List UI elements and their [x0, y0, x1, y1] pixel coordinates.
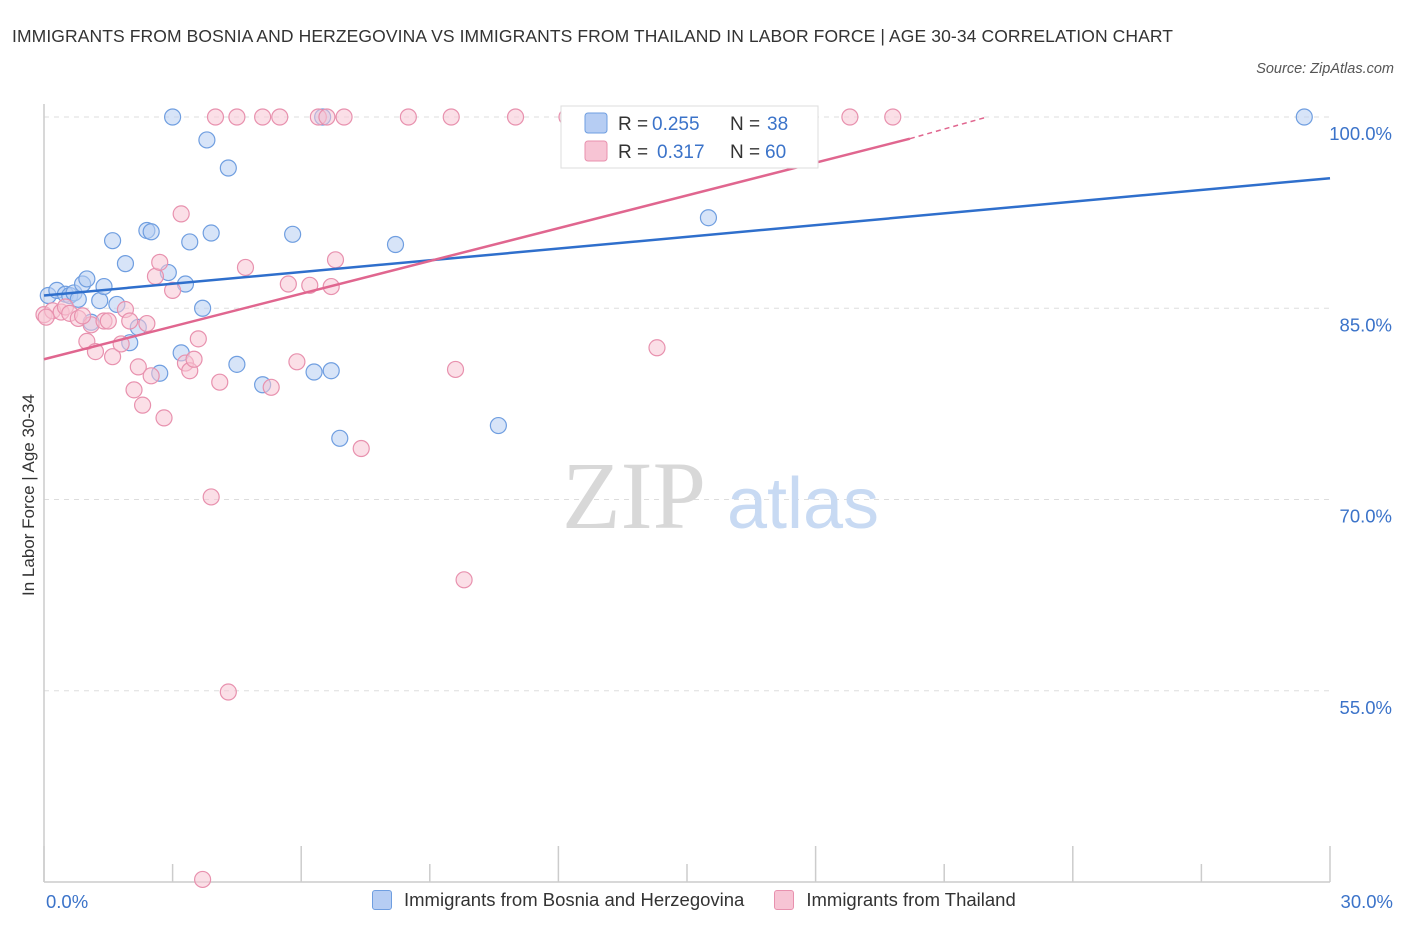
stats-thailand-n-label: N =	[730, 142, 760, 163]
bosnia-point-37	[699, 209, 718, 227]
stats-thailand-n-value: 60	[765, 142, 786, 163]
bosnia-trend-line	[43, 176, 1331, 297]
bosnia-point-31	[305, 363, 323, 381]
thailand-point-32	[211, 373, 229, 391]
legend-thailand-label: Immigrants from Thailand	[806, 889, 1016, 910]
bosnia-point-13	[116, 255, 135, 273]
bosnia-point-10	[95, 277, 113, 296]
stats-bosnia-r-label: R =	[618, 114, 648, 135]
thailand-point-35	[236, 258, 255, 277]
watermark-zip: ZIP	[562, 442, 706, 549]
thailand-point-17	[133, 396, 152, 414]
stats-bosnia-r-value: 0.255	[652, 114, 700, 135]
thailand-point-16	[129, 358, 147, 376]
bosnia-point-7	[78, 270, 96, 288]
stats-bosnia-n-label: N =	[730, 114, 760, 135]
thailand-point-54	[648, 339, 666, 357]
chart-legend: Immigrants from Bosnia and Herzegovina I…	[372, 889, 1046, 911]
bosnia-point-36	[489, 416, 507, 435]
thailand-point-47	[352, 439, 370, 458]
stats-bosnia-n-value: 38	[767, 114, 788, 135]
y-tick-label-2: 70.0%	[1340, 506, 1392, 527]
thailand-point-31	[206, 108, 225, 126]
bosnia-point-27	[219, 159, 237, 177]
bosnia-point-33	[322, 362, 340, 380]
thailand-point-18	[138, 314, 156, 333]
thailand-point-48	[399, 108, 417, 126]
thailand-point-40	[288, 353, 306, 371]
legend-bosnia-swatch	[372, 890, 392, 910]
thailand-point-56	[841, 108, 859, 126]
thailand-point-34	[228, 108, 246, 126]
thailand-point-50	[446, 360, 465, 379]
bosnia-point-28	[228, 355, 246, 373]
legend-item-bosnia[interactable]: Immigrants from Bosnia and Herzegovina	[372, 889, 744, 911]
bosnia-point-35	[386, 235, 405, 254]
x-tick-label-1: 30.0%	[1341, 891, 1393, 912]
source-credit: Source: ZipAtlas.com	[1256, 61, 1394, 77]
watermark: ZIP atlas	[562, 442, 879, 549]
stats-bosnia-swatch	[584, 112, 608, 134]
thailand-point-39	[279, 275, 297, 293]
stats-box: R = 0.255 N = 38 R = 0.317 N = 60	[560, 105, 819, 169]
x-tick-label-0: 0.0%	[46, 891, 88, 912]
series-bosnia-points	[39, 108, 1313, 447]
bosnia-point-25	[198, 131, 216, 149]
bosnia-point-23	[181, 233, 199, 251]
y-tick-label-3: 55.0%	[1340, 697, 1392, 718]
thailand-point-23	[164, 281, 182, 299]
thailand-point-29	[194, 870, 212, 889]
stats-thailand-swatch	[584, 140, 608, 162]
thailand-point-22	[155, 409, 173, 427]
legend-item-thailand[interactable]: Immigrants from Thailand	[774, 889, 1016, 911]
series-thailand-points	[35, 108, 902, 889]
thailand-point-33	[219, 683, 237, 701]
y-tick-label-1: 85.0%	[1340, 314, 1392, 335]
thailand-point-30	[202, 488, 220, 506]
y-axis-label: In Labor Force | Age 30-34	[19, 394, 38, 596]
bosnia-point-17	[142, 223, 160, 241]
watermark-atlas: atlas	[727, 464, 879, 544]
thailand-point-51	[455, 571, 473, 589]
thailand-point-45	[326, 251, 345, 269]
thailand-point-19	[142, 367, 160, 385]
thailand-point-21	[151, 253, 169, 271]
thailand-trend-line	[43, 137, 911, 361]
thailand-point-37	[262, 378, 280, 396]
thailand-point-46	[335, 108, 353, 126]
legend-bosnia-label: Immigrants from Bosnia and Herzegovina	[404, 889, 745, 910]
y-tick-label-0: 100.0%	[1329, 123, 1392, 144]
thailand-point-58	[37, 308, 55, 326]
thailand-point-28	[189, 330, 207, 348]
thailand-point-27	[185, 350, 203, 368]
thailand-point-52	[506, 108, 525, 126]
bosnia-point-38	[1295, 108, 1313, 126]
bosnia-point-24	[194, 299, 212, 317]
thailand-point-14	[121, 312, 139, 330]
thailand-point-11	[103, 348, 122, 366]
stats-thailand-r-label: R =	[618, 142, 648, 163]
thailand-point-15	[125, 381, 143, 399]
bosnia-point-30	[284, 225, 302, 243]
bosnia-point-26	[202, 224, 220, 242]
thailand-point-59	[73, 307, 92, 325]
bosnia-point-11	[103, 232, 122, 250]
bosnia-point-20	[164, 108, 182, 126]
thailand-point-36	[254, 108, 272, 126]
thailand-point-57	[884, 108, 902, 126]
stats-thailand-r-value: 0.317	[657, 142, 705, 163]
thailand-trend-line-extension	[909, 116, 988, 140]
thailand-point-24	[172, 205, 190, 223]
thailand-point-43	[318, 108, 336, 126]
thailand-point-10	[99, 312, 117, 330]
legend-thailand-swatch	[774, 890, 795, 910]
thailand-point-49	[442, 108, 460, 126]
bosnia-point-34	[331, 429, 349, 447]
chart-title: IMMIGRANTS FROM BOSNIA AND HERZEGOVINA V…	[12, 26, 1174, 46]
thailand-point-38	[271, 108, 289, 126]
